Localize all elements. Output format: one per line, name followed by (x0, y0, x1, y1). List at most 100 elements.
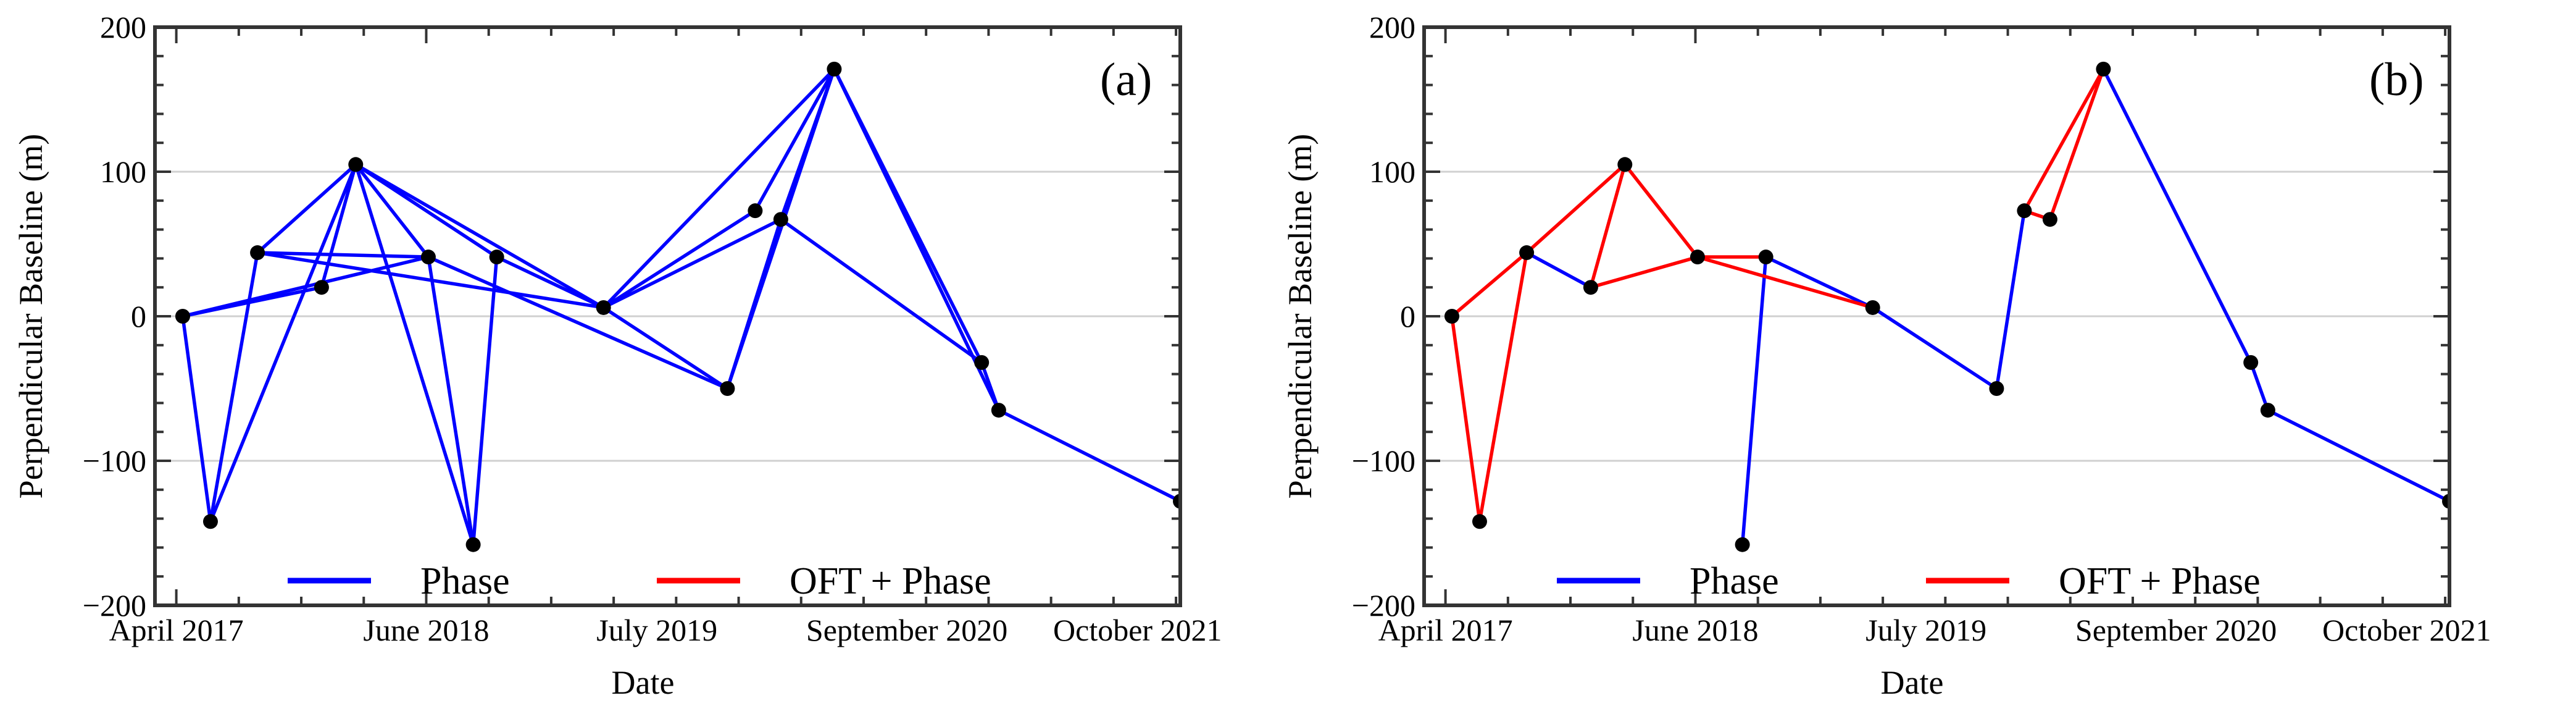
acquisition-point (250, 245, 265, 261)
acquisition-point (748, 203, 763, 219)
series-phase (181, 67, 1180, 547)
y-axis-title: Perpendicular Baseline (m) (1282, 134, 1319, 499)
interferogram-pair-line (1764, 255, 1875, 309)
interferogram-pair-line (1478, 251, 1528, 524)
x-tick-label: June 2018 (1632, 613, 1758, 647)
interferogram-pair-line (1740, 255, 1768, 547)
x-tick-label: October 2021 (1053, 613, 1222, 647)
interferogram-pair-line (256, 251, 606, 309)
acquisition-point (1519, 245, 1535, 261)
acquisition-point (489, 250, 504, 265)
y-axis-title: Perpendicular Baseline (m) (12, 134, 49, 499)
interferogram-pair-line (2266, 408, 2449, 503)
interferogram-pair-line (1696, 255, 1875, 309)
interferogram-pair-line (1589, 162, 1627, 289)
x-tick-label: April 2017 (109, 613, 244, 647)
acquisition-point (1735, 537, 1750, 552)
interferogram-pair-line (601, 209, 757, 309)
interferogram-pair-line (779, 67, 836, 221)
acquisition-point (314, 280, 329, 295)
y-tick-label: −100 (1352, 444, 1415, 478)
legend-label: OFT + Phase (2059, 560, 2261, 602)
interferogram-pair-line (832, 67, 1001, 412)
interferogram-pair-line (2101, 67, 2253, 364)
interferogram-pair-line (427, 255, 475, 547)
x-axis-title: Date (1881, 664, 1944, 701)
plot-area (175, 61, 1256, 552)
interferogram-pair-line (471, 255, 499, 547)
acquisition-point (1690, 250, 1705, 265)
interferogram-pair-line (494, 255, 606, 309)
interferogram-pair-line (1589, 255, 1699, 289)
acquisition-point (1989, 381, 2004, 396)
acquisition-point (1241, 195, 1256, 209)
y-tick-label: 200 (1369, 10, 1415, 44)
x-tick-label: June 2018 (363, 613, 489, 647)
interferogram-pair-line (209, 251, 259, 524)
x-tick-label: July 2019 (1865, 613, 1986, 647)
y-tick-label: −100 (83, 444, 146, 478)
interferogram-pair-line (1525, 162, 1627, 254)
y-tick-label: 0 (131, 299, 146, 334)
acquisition-point (2511, 195, 2525, 209)
legend: Phase OFT + Phase (288, 560, 991, 602)
series-oft-phase (1450, 67, 2106, 524)
interferogram-pair-line (779, 217, 983, 364)
acquisition-point (2042, 212, 2057, 227)
interferogram-pair-line (354, 162, 475, 547)
interferogram-pair-line (1178, 494, 1180, 503)
y-tick-label: 200 (100, 10, 146, 44)
y-tick-label: 100 (1369, 154, 1415, 189)
interferogram-pair-line (1450, 314, 1482, 524)
x-tick-label: September 2020 (2075, 613, 2277, 647)
interferogram-pair-line (2448, 494, 2449, 503)
x-axis-title: Date (612, 664, 675, 701)
acquisition-point (175, 309, 190, 324)
interferogram-pair-line (181, 255, 430, 318)
x-tick-label: October 2021 (2322, 613, 2491, 647)
interferogram-pair-line (2022, 67, 2106, 212)
acquisition-point (596, 300, 611, 315)
acquisition-point (202, 514, 218, 529)
interferogram-pair-line (320, 162, 358, 289)
acquisition-point (991, 403, 1006, 418)
series-phase (1525, 67, 2449, 547)
interferogram-pair-line (1525, 251, 1593, 289)
acquisition-point (773, 212, 788, 227)
plot-area (1444, 61, 2525, 552)
interferogram-pair-line (256, 162, 358, 254)
interferogram-pair-line (256, 251, 430, 259)
acquisition-point (2017, 203, 2032, 219)
y-tick-label: 0 (1400, 299, 1415, 334)
interferogram-pair-line (1995, 209, 2027, 390)
y-tick-label: 100 (100, 154, 146, 189)
interferogram-pair-line (354, 162, 430, 259)
interferogram-pair-line (354, 162, 606, 309)
x-tick-label: April 2017 (1378, 613, 1513, 647)
interferogram-pair-line (2249, 361, 2270, 412)
panel-label: (a) (1100, 54, 1152, 106)
interferogram-pair-line (427, 255, 730, 390)
legend: Phase OFT + Phase (1557, 560, 2261, 602)
acquisition-point (1617, 157, 1633, 172)
acquisition-point (1758, 250, 1774, 265)
acquisition-point (1444, 309, 1459, 324)
interferogram-pair-line (980, 361, 1001, 412)
acquisition-point (2096, 61, 2111, 77)
interferogram-pair-line (1870, 306, 1999, 390)
interferogram-pair-line (997, 408, 1180, 503)
interferogram-pair-line (601, 217, 783, 309)
acquisition-point (1583, 280, 1598, 295)
interferogram-pair-line (209, 162, 358, 524)
acquisition-point (720, 381, 735, 396)
y-tick-label: −200 (1352, 588, 1415, 623)
x-tick-label: September 2020 (806, 613, 1007, 647)
acquisition-point (2260, 403, 2275, 418)
legend-label: Phase (420, 560, 510, 602)
chart-panel-1: −200 −100 0 100 200 April 2017 June 2018 July 2… (12, 10, 1256, 701)
interferogram-pair-line (1450, 251, 1528, 318)
acquisition-point (420, 250, 436, 265)
interferogram-pair-line (601, 306, 730, 390)
y-tick-label: −200 (83, 588, 146, 623)
